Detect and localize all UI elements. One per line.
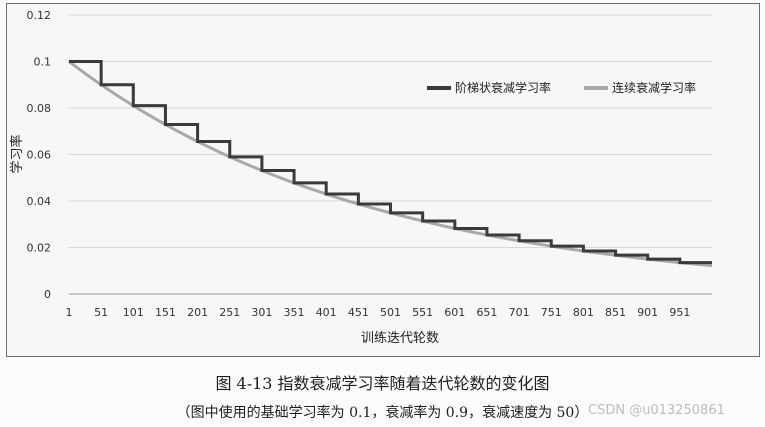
y-tick-label: 0.06	[27, 149, 52, 162]
legend-label: 阶梯状衰减学习率	[455, 80, 551, 95]
x-tick-label: 651	[476, 306, 497, 319]
x-tick-label: 51	[94, 306, 108, 319]
chart-frame: 0 0.02 0.04 0.06 0.08 0.1 0.12 1 51 101 151 201 251…	[6, 3, 760, 357]
series-layer	[68, 60, 713, 268]
x-tick-label: 301	[251, 306, 272, 319]
learning-rate-chart: 00.020.040.060.080.10.12 1 51 101 151 201 251…	[9, 9, 713, 346]
x-tick-label: 1	[66, 306, 73, 319]
x-axis-ticks: 1 51 101 151 201 251 301 351 401 451 501 551 601 651 7…	[66, 306, 691, 319]
x-tick-label: 451	[348, 306, 369, 319]
x-tick-label: 951	[669, 306, 690, 319]
y-tick-label: 0.12	[27, 9, 52, 22]
figure-caption-note: （图中使用的基础学习率为 0.1，衰减率为 0.9，衰减速度为 50）	[176, 405, 589, 421]
y-axis-ticks: 0 0.02 0.04 0.06 0.08 0.1 0.12	[27, 9, 52, 301]
x-tick-label: 701	[509, 306, 530, 319]
y-tick-label: 0.02	[27, 242, 52, 255]
x-tick-label: 851	[605, 306, 626, 319]
watermark: CSDN @u013250861	[588, 403, 725, 418]
x-tick-label: 901	[637, 306, 658, 319]
x-tick-label: 101	[123, 306, 144, 319]
y-axis-label: 学习率	[9, 134, 25, 173]
legend: 阶梯状衰减学习率 连续衰减学习率	[427, 80, 696, 95]
figure-caption: 图 4-13 指数衰减学习率随着迭代轮数的变化图	[215, 374, 550, 393]
x-tick-label: 251	[219, 306, 240, 319]
x-tick-label: 501	[380, 306, 401, 319]
x-tick-label: 751	[541, 306, 562, 319]
x-tick-label: 551	[412, 306, 433, 319]
legend-label: 连续衰减学习率	[612, 80, 696, 95]
x-tick-label: 201	[187, 306, 208, 319]
x-tick-label: 151	[155, 306, 176, 319]
y-tick-label: 0	[44, 288, 51, 301]
x-tick-label: 601	[444, 306, 465, 319]
y-tick-label: 0.08	[27, 102, 52, 115]
x-tick-label: 401	[316, 306, 337, 319]
x-tick-label: 801	[573, 306, 594, 319]
x-axis-label: 训练迭代轮数	[361, 331, 439, 346]
series-line-staircase	[69, 60, 712, 265]
y-tick-label: 0.04	[27, 195, 52, 208]
grid	[69, 14, 712, 248]
x-tick-label: 351	[284, 306, 305, 319]
y-tick-label: 0.1	[34, 56, 52, 69]
